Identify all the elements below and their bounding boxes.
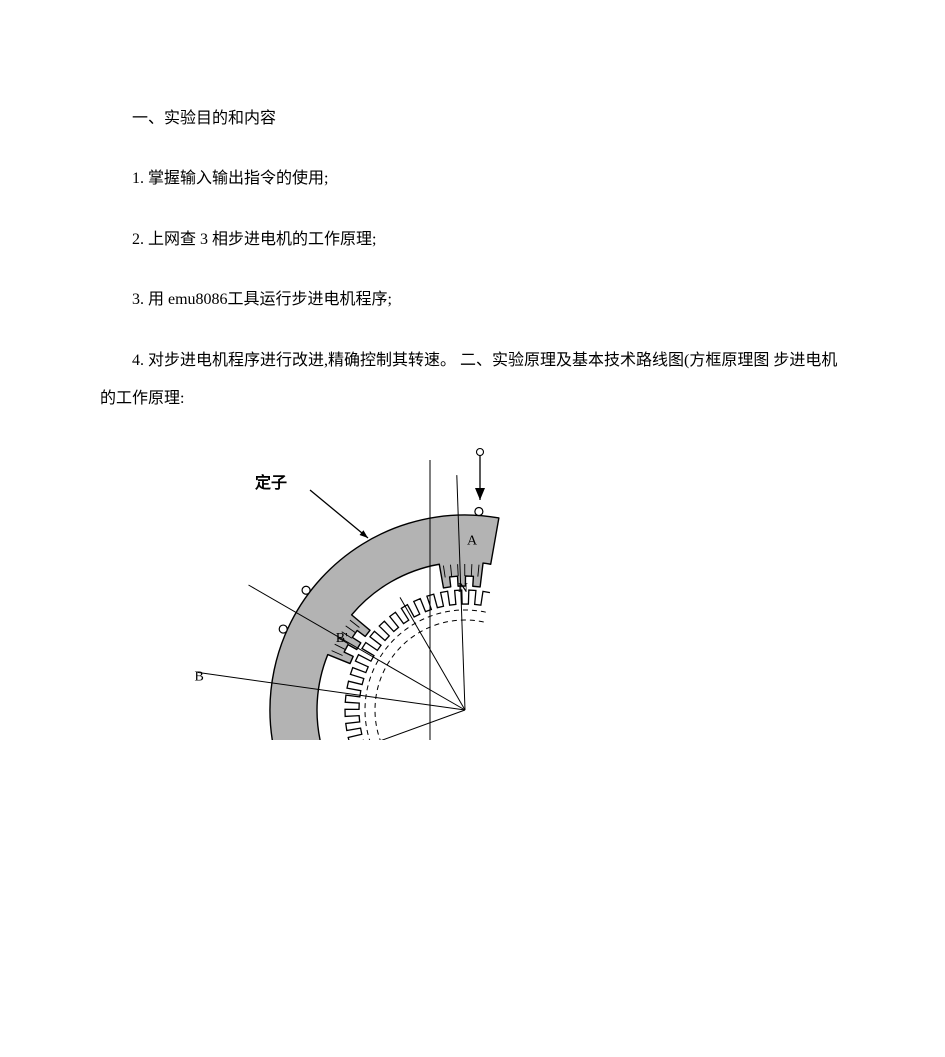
stepper-motor-diagram: 定子 B B' A N <box>180 440 845 740</box>
svg-text:N: N <box>458 581 468 596</box>
section-heading-1: 一、实验目的和内容 <box>100 100 845 138</box>
svg-text:A: A <box>467 534 478 549</box>
list-item-2: 2. 上网查 3 相步进电机的工作原理; <box>100 221 845 259</box>
svg-text:B: B <box>194 670 203 685</box>
motor-cross-section-svg: 定子 B B' A N <box>180 440 525 740</box>
document-page: 一、实验目的和内容 1. 掌握输入输出指令的使用; 2. 上网查 3 相步进电机… <box>0 0 945 740</box>
list-item-1: 1. 掌握输入输出指令的使用; <box>100 160 845 198</box>
svg-text:定子: 定子 <box>254 473 287 492</box>
list-item-3: 3. 用 emu8086工具运行步进电机程序; <box>100 281 845 319</box>
list-item-4: 4. 对步进电机程序进行改进,精确控制其转速。 二、实验原理及基本技术路线图(方… <box>100 342 845 419</box>
svg-text:B': B' <box>336 631 348 646</box>
